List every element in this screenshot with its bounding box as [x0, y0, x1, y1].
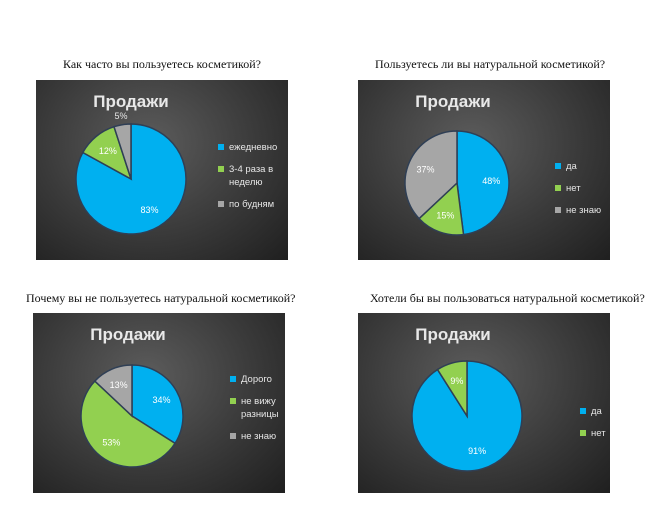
chart-panel: Продажи 83% 12% 5% ежедневно 3-4 раза в не… [36, 80, 288, 260]
legend-swatch [230, 376, 236, 382]
chart-legend: да нет [580, 405, 610, 449]
legend-swatch [580, 408, 586, 414]
pie-slice [113, 123, 132, 180]
legend-item: по будням [218, 198, 284, 211]
data-label: 9% [450, 376, 463, 386]
data-label: 15% [436, 210, 454, 220]
legend-item: 3-4 раза в неделю [218, 163, 284, 189]
pie-slice [456, 130, 510, 236]
legend-swatch [555, 163, 561, 169]
legend-label: не знаю [241, 431, 277, 442]
chart-title: Продажи [415, 325, 491, 344]
legend-label: 3-4 раза в неделю [229, 164, 274, 188]
pie-slice [404, 130, 458, 220]
pie-chart: 34% 53% 13% [80, 364, 184, 468]
legend-label: нет [591, 428, 606, 439]
legend-item: не знаю [230, 430, 285, 443]
chart-question: Пользуетесь ли вы натуральной косметикой… [375, 57, 606, 71]
data-label: 53% [102, 438, 120, 448]
data-label: 37% [416, 164, 434, 174]
legend-item: ежедневно [218, 141, 284, 154]
pie-slice [93, 364, 133, 418]
legend-label: да [566, 161, 577, 172]
legend-swatch [218, 201, 224, 207]
legend-item: нет [580, 427, 610, 440]
data-label: 83% [140, 205, 158, 215]
pie-slice [80, 380, 177, 468]
legend-item: Дорого [230, 373, 285, 386]
chart-legend: Дорого не вижу разницы не знаю [230, 373, 285, 452]
chart-question: Почему вы не пользуетесь натуральной кос… [26, 291, 296, 305]
chart-title: Продажи [90, 325, 166, 344]
legend-swatch [555, 207, 561, 213]
data-label: 12% [99, 146, 117, 156]
chart-panel: Продажи 48% 15% 37% да нет не знаю [358, 80, 610, 260]
legend-label: нет [566, 183, 581, 194]
chart-panel: Продажи 34% 53% 13% Дорого не вижу разницы… [33, 313, 285, 493]
legend-swatch [555, 185, 561, 191]
chart-question: Хотели бы вы пользоваться натуральной ко… [370, 291, 645, 305]
legend-label: не вижу разницы [241, 396, 279, 420]
chart-title: Продажи [93, 92, 169, 111]
legend-label: да [591, 406, 602, 417]
chart-legend: да нет не знаю [555, 160, 607, 226]
legend-swatch [218, 144, 224, 150]
legend-swatch [230, 398, 236, 404]
legend-label: по будням [229, 199, 275, 210]
data-label: 13% [110, 380, 128, 390]
pie-slice [418, 181, 465, 236]
legend-label: Дорого [241, 374, 272, 385]
legend-label: ежедневно [229, 142, 278, 153]
legend-item: нет [555, 182, 607, 195]
legend-item: не вижу разницы [230, 395, 285, 421]
chart-legend: ежедневно 3-4 раза в неделю по будням [218, 141, 284, 220]
chart-title: Продажи [415, 92, 491, 111]
legend-swatch [218, 166, 224, 172]
pie-slice [436, 360, 468, 419]
pie-chart: 83% 12% 5% [75, 111, 187, 235]
legend-item: не знаю [555, 204, 607, 217]
data-label: 91% [468, 446, 486, 456]
chart-question: Как часто вы пользуетесь косметикой? [63, 57, 261, 71]
legend-label: не знаю [566, 205, 602, 216]
chart-panel: Продажи 91% 9% да нет [358, 313, 610, 493]
legend-item: да [580, 405, 610, 418]
data-label: 34% [152, 395, 170, 405]
data-label: 5% [114, 111, 127, 121]
legend-item: да [555, 160, 607, 173]
pie-chart: 91% 9% [411, 360, 523, 472]
legend-swatch [230, 433, 236, 439]
legend-swatch [580, 430, 586, 436]
pie-chart: 48% 15% 37% [404, 130, 510, 236]
data-label: 48% [482, 176, 500, 186]
